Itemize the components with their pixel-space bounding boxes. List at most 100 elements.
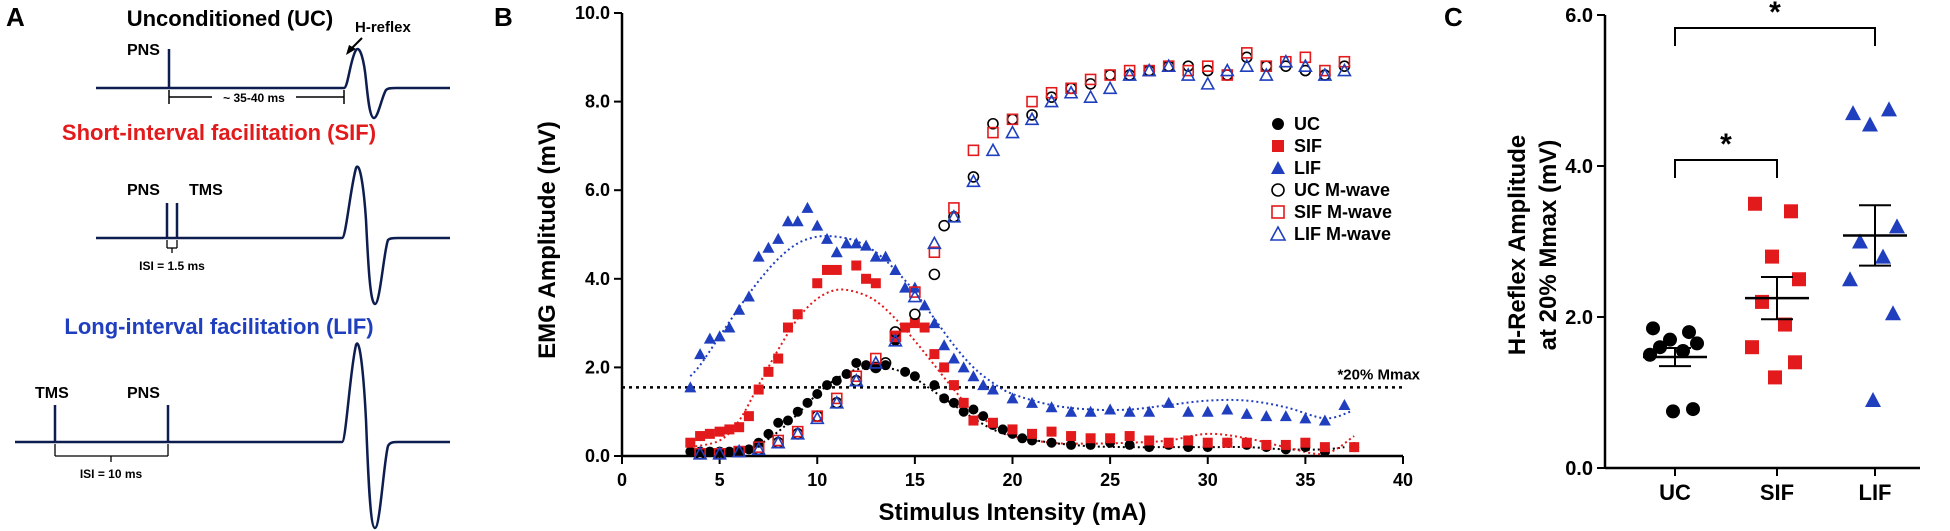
point-lif <box>977 379 990 391</box>
point-lif-m-wave <box>692 446 708 460</box>
legend-marker <box>1272 140 1284 152</box>
point-sif-m-wave <box>928 246 941 259</box>
legend-label: SIF <box>1294 136 1322 156</box>
point-lif <box>1201 405 1214 417</box>
point-lif <box>1240 407 1253 419</box>
point-lif <box>1279 410 1292 422</box>
point-sif <box>1241 437 1252 448</box>
point-lif <box>938 339 951 351</box>
point-sif <box>939 362 950 373</box>
point-sif-m-wave <box>1299 51 1312 64</box>
point-sif-m-wave <box>1084 73 1097 86</box>
b-x-tick-label: 15 <box>905 470 925 490</box>
uc-trace <box>96 47 450 120</box>
point-lif <box>928 317 941 329</box>
point-uc <box>909 371 920 382</box>
c-data-points <box>1643 101 1905 419</box>
point-sif <box>704 428 715 439</box>
c-y-tick-label: 2.0 <box>1565 307 1593 329</box>
point-lif-m-wave <box>1024 111 1040 126</box>
point-uc <box>782 415 793 426</box>
c-point-sif <box>1792 272 1806 287</box>
c-y-tick-label: 0.0 <box>1565 458 1593 480</box>
b-y-tick-label: 6.0 <box>585 180 610 200</box>
c-point-sif <box>1784 204 1798 219</box>
c-mean-sem-bars <box>1643 204 1907 368</box>
point-sif-m-wave <box>1045 86 1058 99</box>
point-uc-m-wave <box>1104 69 1116 81</box>
point-uc-m-wave <box>1026 109 1038 121</box>
point-lif <box>830 246 843 258</box>
legend-label: UC <box>1294 114 1320 134</box>
point-lif-m-wave <box>907 288 923 303</box>
uc-interval-bracket <box>168 90 345 104</box>
point-sif <box>831 264 842 275</box>
c-point-lif <box>1875 248 1891 264</box>
point-sif <box>900 322 911 333</box>
point-lif-m-wave <box>1005 124 1020 139</box>
point-lif <box>1182 405 1195 417</box>
point-sif <box>792 309 803 320</box>
point-lif <box>1338 399 1351 411</box>
legend-marker <box>1271 161 1285 174</box>
c-point-uc <box>1682 325 1696 340</box>
point-uc <box>968 404 979 415</box>
point-sif <box>782 322 793 333</box>
point-sif <box>1163 437 1174 448</box>
point-lif-m-wave <box>1298 58 1313 72</box>
lif-trace <box>15 342 450 530</box>
point-sif <box>1066 431 1077 442</box>
point-lif-m-wave <box>712 446 727 460</box>
point-sif <box>1349 442 1360 453</box>
point-uc <box>841 369 852 380</box>
point-sif <box>861 273 872 284</box>
point-sif-m-wave <box>1319 64 1331 77</box>
point-lif <box>1162 396 1175 408</box>
point-sif <box>743 411 754 422</box>
lif-tms-label: TMS <box>35 385 69 402</box>
point-lif-m-wave <box>1219 62 1235 77</box>
hreflex-label: H-reflex <box>355 19 412 36</box>
sif-isi-bracket <box>166 240 178 253</box>
point-lif <box>762 241 775 253</box>
point-lif <box>899 281 912 293</box>
point-uc <box>1046 437 1057 448</box>
point-sif <box>1046 426 1057 437</box>
point-uc <box>792 406 803 417</box>
point-uc <box>704 446 715 457</box>
point-sif <box>919 322 930 333</box>
point-lif <box>694 348 707 360</box>
point-sif <box>1280 439 1291 450</box>
point-lif <box>1260 410 1273 422</box>
point-lif <box>840 237 853 249</box>
point-lif <box>889 263 902 275</box>
point-uc <box>802 397 813 408</box>
c-point-lif <box>1852 233 1868 249</box>
b-y-tick-label: 2.0 <box>585 357 610 377</box>
point-sif-m-wave <box>1201 60 1214 72</box>
point-lif-m-wave <box>1102 80 1118 95</box>
c-axes: 0.0 2.0 4.0 6.0 UC SIF LIF H-Reflex Amplitude at… <box>1504 5 1920 505</box>
lif-isi-bracket <box>54 444 169 462</box>
point-sif <box>685 437 696 448</box>
point-sif <box>724 424 735 435</box>
point-uc <box>948 397 959 408</box>
point-lif <box>811 219 824 231</box>
c-point-sif <box>1745 340 1759 355</box>
point-uc <box>743 444 754 455</box>
point-sif-m-wave <box>1123 64 1136 77</box>
trendline-sif-fit <box>690 288 1355 456</box>
point-lif <box>772 232 785 244</box>
c-point-uc <box>1646 321 1660 336</box>
point-uc <box>1066 439 1077 450</box>
point-lif <box>1299 412 1312 424</box>
c-point-uc <box>1690 336 1704 351</box>
c-y-tick-label: 6.0 <box>1565 5 1593 27</box>
point-sif <box>763 366 774 377</box>
point-sif-m-wave <box>948 202 960 214</box>
b-x-tick-label: 35 <box>1295 470 1315 490</box>
panel-a-letter: A <box>6 2 25 32</box>
point-uc <box>812 388 823 399</box>
c-significance-brackets: ** <box>1674 0 1876 178</box>
lif-isi-label: ISI = 10 ms <box>80 467 143 481</box>
